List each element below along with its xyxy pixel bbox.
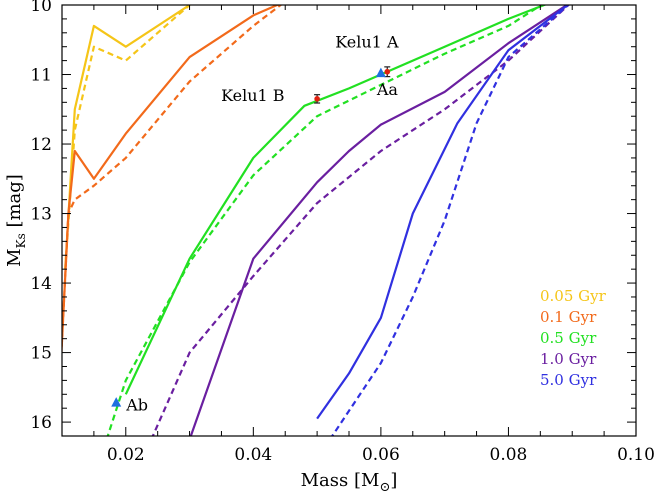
kelu1-a-marker	[384, 68, 391, 75]
legend-entry-5.0-gyr: 5.0 Gyr	[540, 371, 597, 389]
y-tick-label: 16	[30, 413, 52, 433]
legend: 0.05 Gyr 0.1 Gyr 0.5 Gyr 1.0 Gyr 5.0 Gyr	[540, 287, 607, 389]
legend-entry-1.0-gyr: 1.0 Gyr	[540, 350, 597, 368]
isochrone-1.0-gyr-dashed-line	[151, 5, 571, 436]
x-axis-label: Mass [M⊙]	[301, 470, 398, 494]
isochrone-1.0-gyr-solid-line	[189, 5, 569, 436]
x-tick-label: 0.06	[362, 445, 400, 465]
isochrone-5.0-gyr-dashed-line	[330, 5, 570, 436]
x-tick-label: 0.08	[490, 445, 528, 465]
isochrone-5.0-gyr-solid-line	[316, 5, 570, 420]
ab-label: Ab	[125, 396, 148, 415]
isochrone-0.5-gyr-dashed-line	[106, 5, 544, 436]
x-tick-label: 0.02	[107, 445, 145, 465]
isochrone-0.5-gyr-solid-line	[124, 5, 548, 395]
isochrone-0.1-gyr-solid-line	[62, 5, 280, 363]
aa-label: Aa	[376, 80, 399, 99]
legend-entry-0.1-gyr: 0.1 Gyr	[540, 308, 597, 326]
y-tick-label: 14	[30, 274, 52, 294]
kelu1-a-label: Kelu1 A	[335, 33, 399, 52]
y-axis-label: MKs [mag]	[4, 174, 28, 267]
point-annotations: Kelu1 B Kelu1 A Aa Ab	[125, 33, 399, 415]
isochrone-0.05-gyr-solid-line	[64, 5, 191, 270]
data-points	[111, 66, 391, 407]
y-tick-label: 11	[30, 66, 52, 86]
y-tick-label: 13	[30, 205, 52, 225]
isochrone-0.1-gyr-dashed-line	[62, 5, 283, 363]
isochrone-lines	[62, 5, 571, 436]
tick-labels: 0.02 0.04 0.06 0.08 0.10 10 11 12 13 14 15 16	[30, 0, 655, 465]
x-tick-label: 0.10	[617, 445, 655, 465]
legend-entry-0.05-gyr: 0.05 Gyr	[540, 287, 607, 305]
y-tick-label: 10	[30, 0, 52, 16]
aa-triangle-marker	[375, 67, 386, 78]
y-tick-label: 12	[30, 135, 52, 155]
y-tick-label: 15	[30, 344, 52, 364]
axis-ticks	[61, 4, 637, 437]
kelu1-b-marker	[314, 96, 320, 102]
kelu1-b-label: Kelu1 B	[221, 86, 284, 105]
x-tick-label: 0.04	[234, 445, 272, 465]
legend-entry-0.5-gyr: 0.5 Gyr	[540, 329, 597, 347]
ab-triangle-marker	[111, 397, 122, 407]
